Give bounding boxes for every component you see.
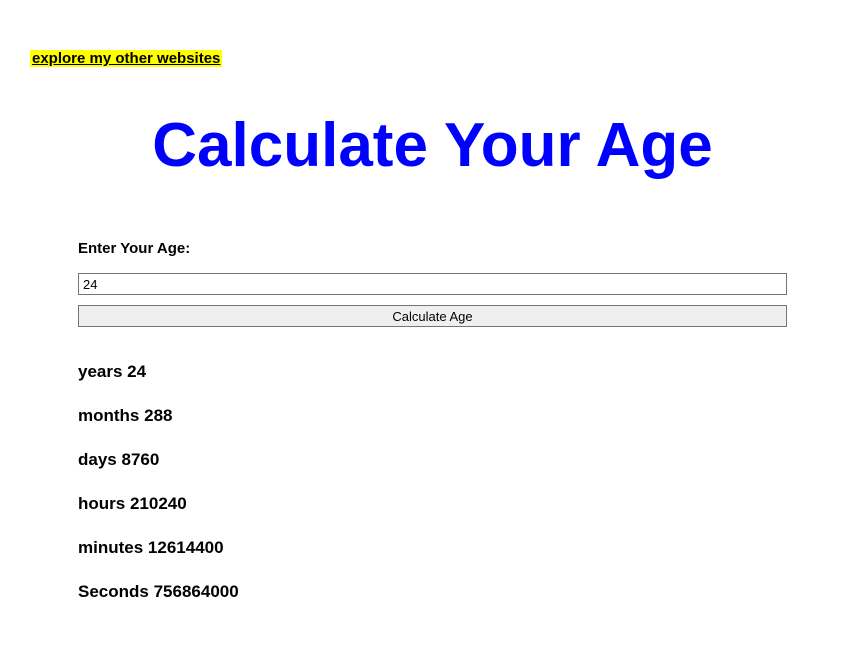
result-months: months 288 bbox=[78, 406, 239, 426]
months-label: months bbox=[78, 406, 139, 425]
page-title: Calculate Your Age bbox=[0, 110, 865, 181]
age-input-label: Enter Your Age: bbox=[78, 240, 787, 257]
age-input[interactable] bbox=[78, 273, 787, 295]
explore-websites-link[interactable]: explore my other websites bbox=[30, 50, 222, 67]
result-seconds: Seconds 756864000 bbox=[78, 582, 239, 602]
age-form: Enter Your Age: Calculate Age bbox=[78, 240, 787, 327]
result-minutes: minutes 12614400 bbox=[78, 538, 239, 558]
result-days: days 8760 bbox=[78, 450, 239, 470]
hours-value: 210240 bbox=[130, 494, 187, 513]
minutes-value: 12614400 bbox=[148, 538, 224, 557]
result-years: years 24 bbox=[78, 362, 239, 382]
seconds-label: Seconds bbox=[78, 582, 149, 601]
years-label: years bbox=[78, 362, 122, 381]
years-value: 24 bbox=[127, 362, 146, 381]
seconds-value: 756864000 bbox=[154, 582, 239, 601]
minutes-label: minutes bbox=[78, 538, 143, 557]
months-value: 288 bbox=[144, 406, 172, 425]
calculate-button[interactable]: Calculate Age bbox=[78, 305, 787, 327]
hours-label: hours bbox=[78, 494, 125, 513]
days-label: days bbox=[78, 450, 117, 469]
results-section: years 24 months 288 days 8760 hours 2102… bbox=[78, 362, 239, 626]
result-hours: hours 210240 bbox=[78, 494, 239, 514]
days-value: 8760 bbox=[121, 450, 159, 469]
